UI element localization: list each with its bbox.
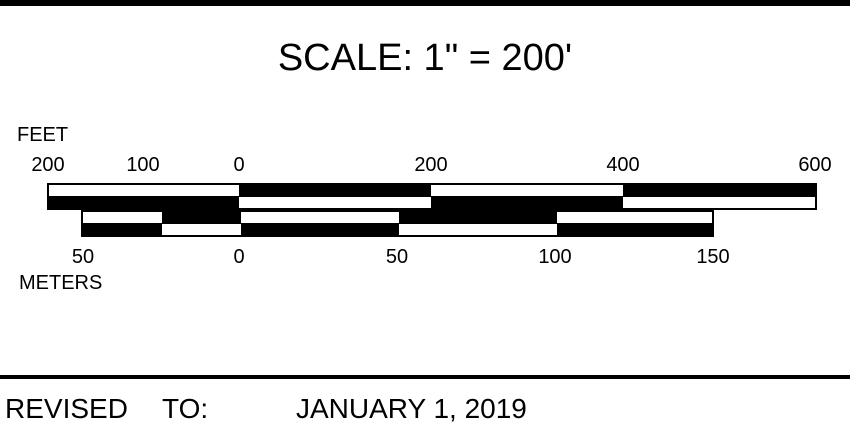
- meters-scale-bar: [81, 210, 714, 237]
- revised-label: REVISED: [5, 393, 128, 424]
- feet-bar-segment: [239, 185, 431, 197]
- feet-bar-segment: [431, 196, 623, 208]
- feet-label: FEET: [17, 124, 69, 146]
- meters-bar-segment: [83, 223, 162, 235]
- feet-tick-label: 100: [126, 154, 160, 176]
- meters-tick-label: 50: [71, 246, 95, 268]
- scale-title: SCALE: 1" = 200': [277, 37, 573, 79]
- meters-tick-label: 100: [538, 246, 572, 268]
- meters-tick-label: 0: [233, 246, 245, 268]
- feet-bar-segment: [49, 196, 239, 208]
- revised-to-label: TO:: [162, 393, 209, 424]
- feet-tick-label: 200: [31, 154, 65, 176]
- bottom-border-rule: [0, 375, 850, 379]
- feet-tick-label: 600: [798, 154, 832, 176]
- meters-bar-segment: [399, 212, 557, 224]
- meters-bar-segment: [241, 223, 399, 235]
- feet-tick-label: 200: [414, 154, 448, 176]
- meters-label: METERS: [19, 272, 103, 294]
- feet-tick-label: 0: [233, 154, 245, 176]
- feet-scale-bar: [47, 183, 817, 210]
- feet-bar-segment: [623, 185, 815, 197]
- feet-tick-label: 400: [606, 154, 640, 176]
- meters-bar-segment: [557, 223, 712, 235]
- meters-tick-label: 50: [385, 246, 409, 268]
- meters-bar-segment: [162, 212, 241, 224]
- meters-tick-label: 150: [696, 246, 730, 268]
- revised-date: JANUARY 1, 2019: [296, 393, 527, 424]
- top-border-rule: [0, 0, 850, 6]
